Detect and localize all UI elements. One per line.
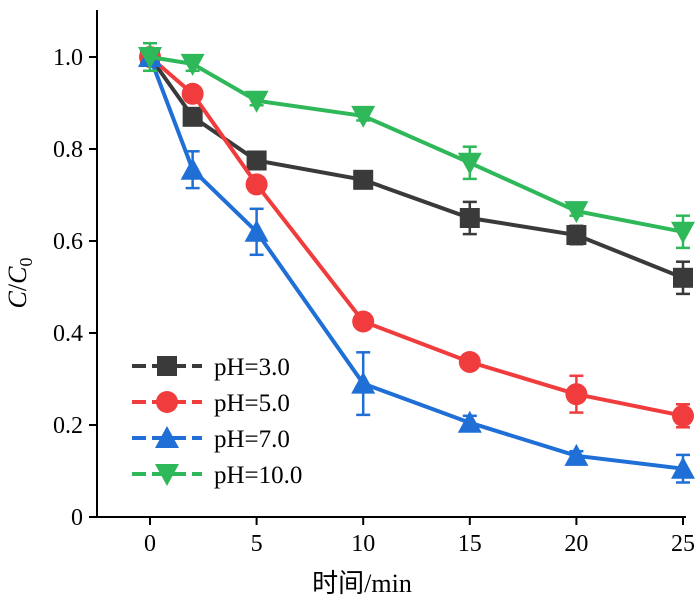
y-tick-label: 1.0: [53, 45, 83, 71]
series-pH=3.0: [140, 47, 693, 296]
legend-item: pH=5.0: [132, 390, 290, 417]
data-point: [457, 410, 482, 433]
x-axis-title: 时间/min: [312, 569, 412, 598]
x-tick-label: 25: [671, 531, 695, 557]
axes: 0 5 10 15 20 25 0 0.2 0.4 0.6 0.8 1.0: [53, 10, 695, 557]
data-point: [457, 152, 482, 175]
y-tick-label: 0.4: [53, 321, 83, 347]
data-point: [672, 404, 694, 427]
x-tick-label: 0: [144, 531, 156, 557]
legend-marker: [155, 426, 179, 448]
data-point: [181, 82, 204, 105]
legend-marker: [155, 464, 179, 486]
legend-item: pH=3.0: [132, 354, 290, 381]
data-point: [564, 443, 589, 466]
data-point: [351, 105, 376, 128]
data-point: [244, 219, 269, 242]
legend-item: pH=10.0: [132, 462, 302, 489]
legend-marker: [156, 391, 178, 413]
series-layer: [138, 41, 695, 484]
y-tick-label: 0: [71, 505, 83, 531]
legend-label: pH=5.0: [214, 390, 290, 417]
data-point: [180, 53, 205, 76]
legend-label: pH=3.0: [214, 354, 290, 381]
x-tick-label: 5: [251, 531, 263, 557]
legend-label: pH=7.0: [214, 426, 290, 453]
data-point: [180, 157, 205, 180]
x-tick-label: 20: [564, 531, 588, 557]
series-line: [148, 55, 684, 280]
y-tick-label: 0.8: [53, 137, 83, 163]
data-point: [566, 225, 587, 246]
data-point: [244, 90, 269, 113]
y-tick-label: 0.6: [53, 229, 83, 255]
legend-item: pH=7.0: [132, 426, 290, 453]
data-point: [245, 173, 268, 196]
data-point: [673, 267, 693, 288]
data-point: [353, 169, 374, 190]
series-pH=10.0: [138, 41, 695, 250]
data-point: [459, 208, 480, 228]
data-point: [351, 371, 376, 394]
y-tick-label: 0.2: [53, 413, 83, 439]
data-point: [565, 383, 588, 406]
data-point: [458, 350, 481, 373]
legend: pH=3.0 pH=5.0 pH=7.0 pH=10.0: [132, 354, 302, 489]
legend-marker: [157, 356, 177, 376]
data-point: [246, 150, 267, 171]
data-point: [352, 310, 375, 333]
x-tick-label: 10: [351, 531, 375, 557]
x-tick-label: 15: [458, 531, 482, 557]
data-point: [671, 221, 695, 244]
data-point: [671, 456, 695, 479]
y-axis-title: C/C0: [3, 258, 36, 309]
legend-label: pH=10.0: [214, 462, 302, 489]
data-point: [182, 106, 203, 127]
data-point: [138, 47, 162, 69]
data-point: [564, 201, 589, 224]
